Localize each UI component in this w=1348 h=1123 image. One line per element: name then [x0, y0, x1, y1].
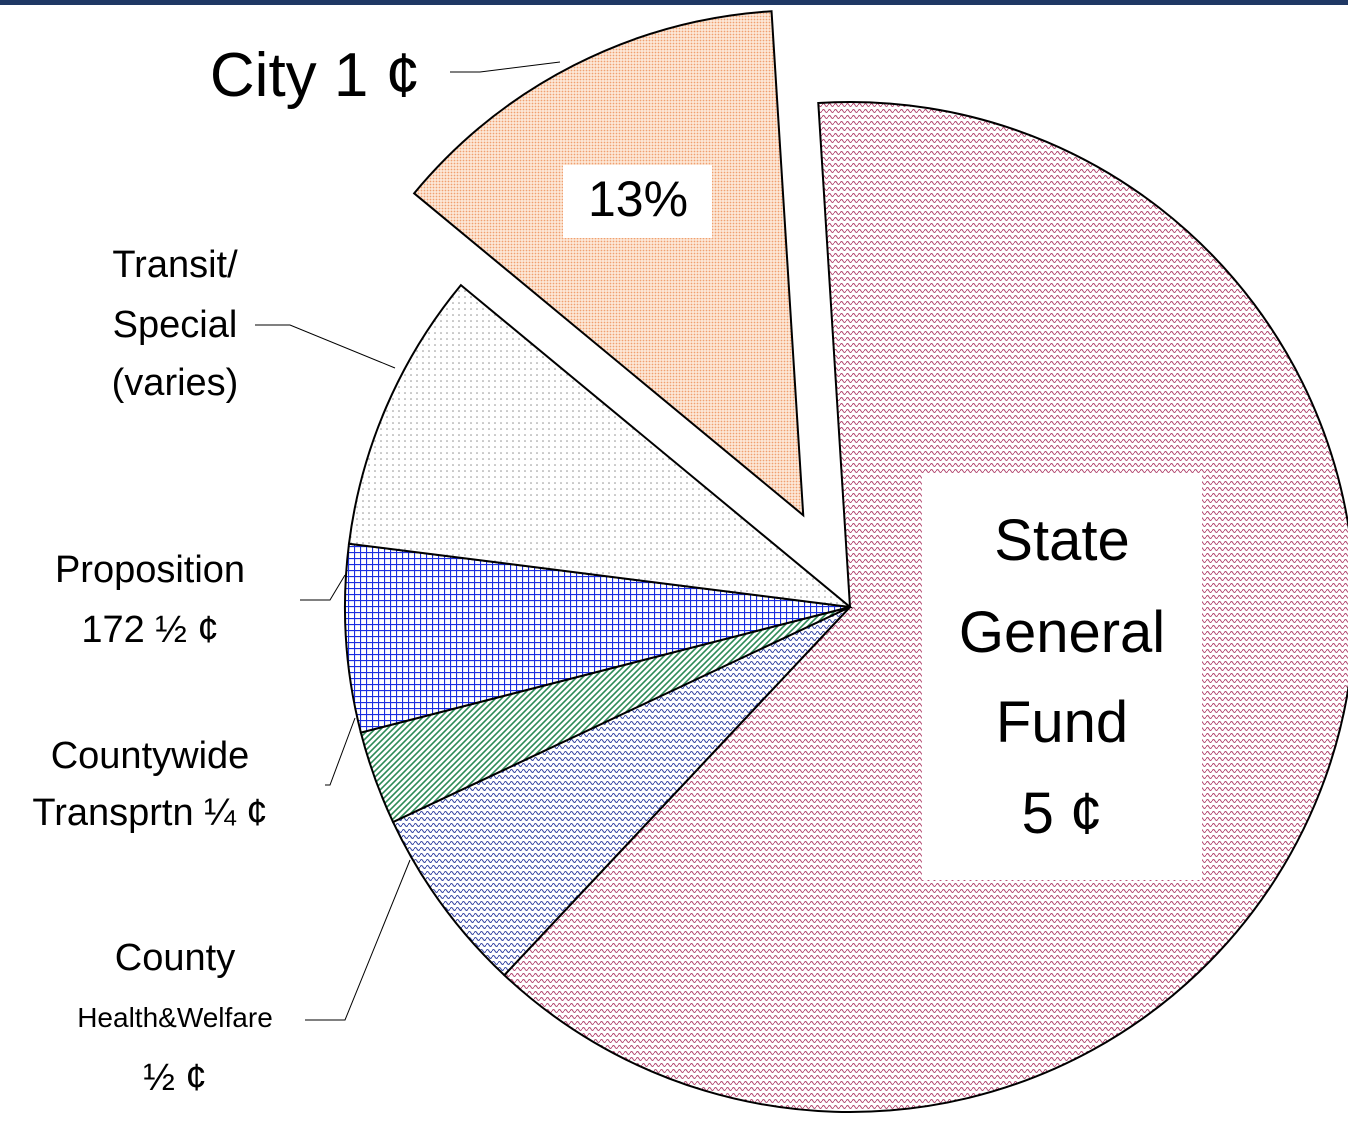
leader-line — [255, 324, 396, 369]
pie-slice — [391, 606, 851, 977]
label-box — [922, 475, 1202, 880]
leader-line — [300, 574, 346, 601]
leader-line — [325, 717, 356, 786]
slice-label: State General Fund 5 ¢ — [959, 508, 1165, 846]
pie-slice — [412, 10, 805, 518]
leader-line — [450, 61, 561, 73]
slice-label: Proposition 172 ½ ¢ — [55, 549, 245, 651]
slice-label: City 1 ¢ — [210, 41, 420, 110]
pie-slice — [344, 542, 851, 734]
slice-label: Countywide Transprtn ¼ ¢ — [32, 735, 267, 834]
top-border — [0, 0, 1348, 5]
value-label-box — [563, 165, 712, 238]
slice-label: Transit/Special (varies) — [112, 244, 239, 404]
value-label: 13% — [588, 171, 688, 227]
slice-label: County Health&Welfare ½ ¢ — [77, 937, 273, 1099]
pie-slice — [347, 283, 854, 609]
leader-line — [305, 859, 411, 1021]
